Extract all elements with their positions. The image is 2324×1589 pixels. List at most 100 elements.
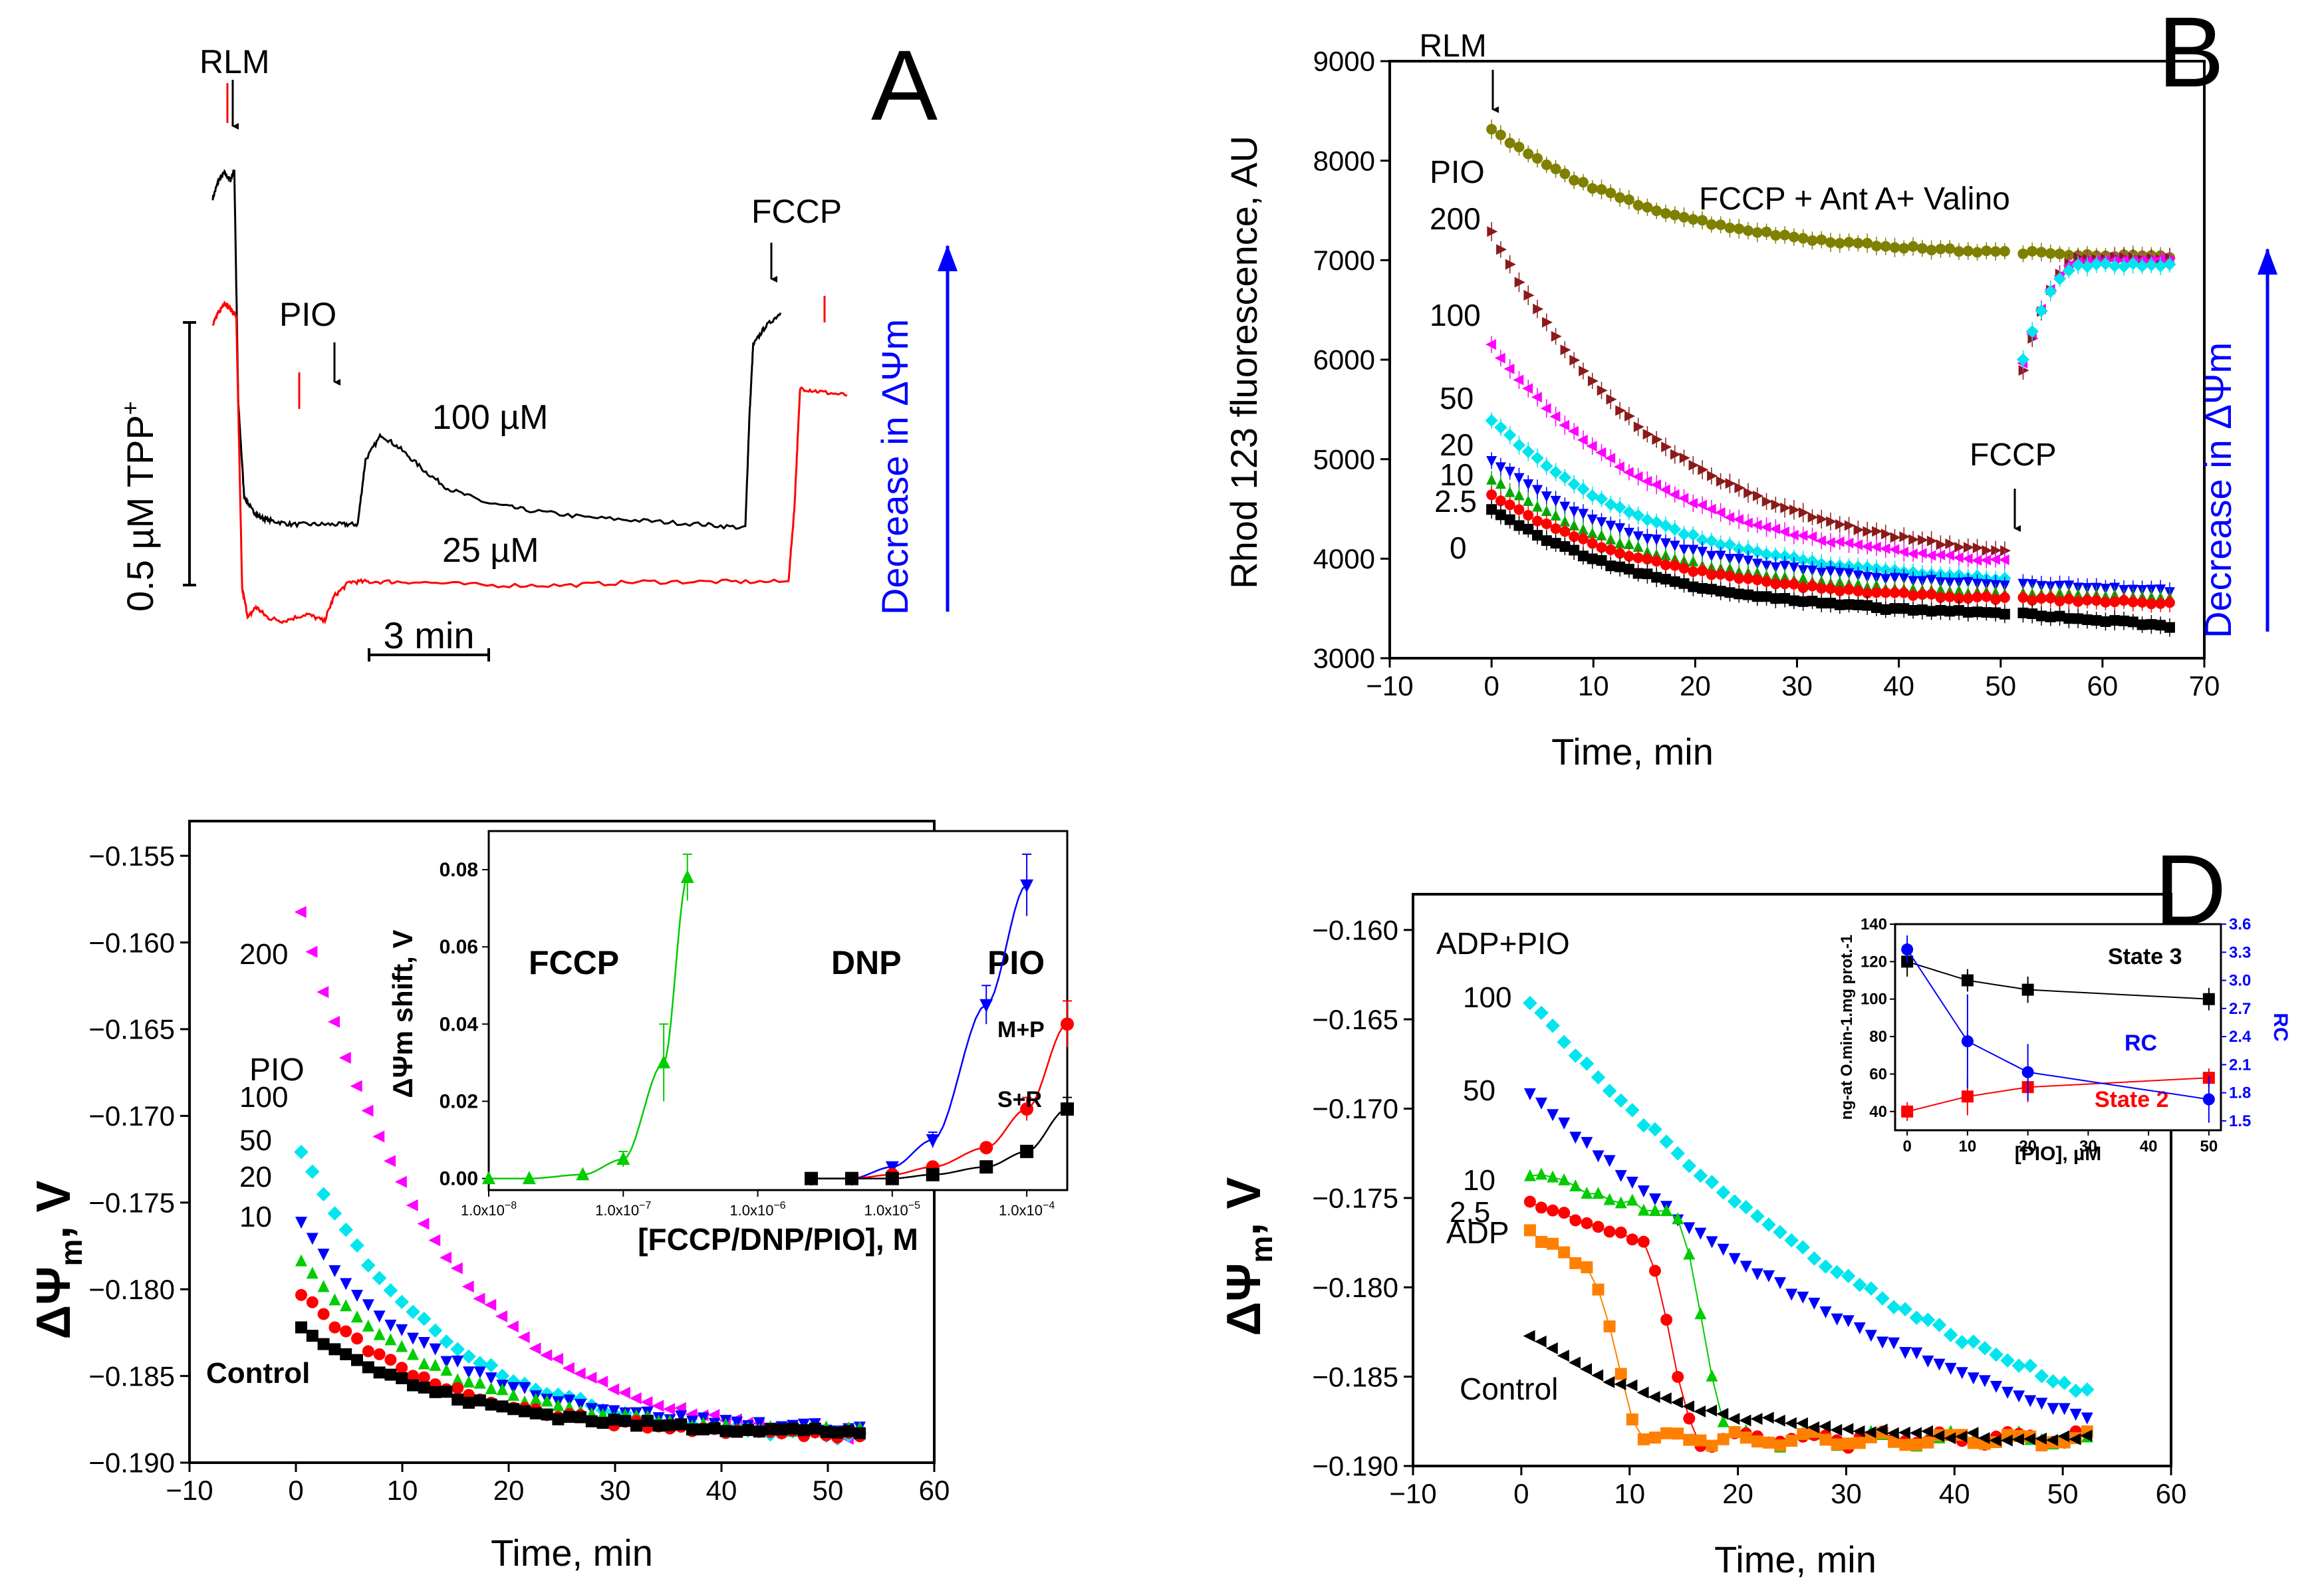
scale-bar-x-label: 3 min xyxy=(384,614,475,656)
b-point xyxy=(1541,535,1552,547)
b-point xyxy=(1541,491,1552,503)
b-point xyxy=(1623,564,1634,575)
b-point xyxy=(1962,593,1974,604)
d-point xyxy=(1557,1350,1569,1362)
label-pio: PIO xyxy=(279,296,336,333)
b-point xyxy=(1788,562,1799,573)
b-point xyxy=(2081,614,2093,626)
b-point xyxy=(1797,554,1810,567)
d-point xyxy=(1888,1337,1900,1350)
b-point xyxy=(1532,153,1543,164)
b-point xyxy=(2000,545,2011,556)
inset-y2-tick-label: 2.1 xyxy=(2229,1056,2251,1074)
y-tick-label: −0.170 xyxy=(88,1100,175,1132)
b-point xyxy=(1789,504,1801,515)
c-point xyxy=(584,1372,597,1384)
inset-frame xyxy=(1894,923,2222,1132)
b-point xyxy=(1504,486,1515,497)
b-point xyxy=(1632,541,1644,552)
b-point xyxy=(1962,576,1974,588)
d-series-Control xyxy=(1523,1330,2093,1447)
x-tick-label: 10 xyxy=(387,1475,418,1506)
panel-a: A 0.5 µM TPP+ 3 min RLM PIO FCCP 100 µM … xyxy=(116,29,958,662)
b-point xyxy=(1743,589,1753,600)
b-point xyxy=(1495,129,1506,140)
b-point xyxy=(1770,562,1781,573)
x-tick-label: 60 xyxy=(919,1475,950,1506)
b-point xyxy=(1614,192,1626,203)
b-point xyxy=(1486,455,1497,467)
b-point xyxy=(1742,517,1753,529)
c-point xyxy=(529,1392,542,1405)
c-point xyxy=(450,1342,465,1357)
b-point xyxy=(1715,568,1726,580)
x-tick-label: 20 xyxy=(1722,1478,1753,1509)
b-point xyxy=(2062,264,2075,277)
b-point xyxy=(1532,485,1543,496)
b-point xyxy=(1908,534,1920,545)
b-point xyxy=(1807,595,1818,606)
b-point xyxy=(1852,539,1863,550)
b-point xyxy=(1651,205,1662,217)
x-tick-label: 20 xyxy=(1680,670,1711,701)
c-series-label-20: 20 xyxy=(239,1161,272,1193)
b-point xyxy=(1788,578,1799,590)
b-point xyxy=(1605,187,1616,199)
b-point xyxy=(1779,592,1791,604)
d-point xyxy=(1920,1312,1936,1327)
c-point xyxy=(327,1206,342,1221)
c-point xyxy=(396,1362,408,1374)
b-point xyxy=(1513,473,1525,484)
c-point xyxy=(440,1356,453,1368)
b-point xyxy=(2017,578,2029,590)
b-point xyxy=(1816,234,1827,245)
b-point xyxy=(1989,554,2000,565)
x-tick-label: 60 xyxy=(2156,1478,2187,1509)
c-point xyxy=(608,1405,620,1417)
inset-series-label: M+P xyxy=(997,1017,1045,1042)
b-point xyxy=(2054,610,2065,622)
scale-bar-y-label: 0.5 µM TPP+ xyxy=(116,401,161,612)
b-point xyxy=(1651,556,1662,567)
b-point xyxy=(2071,258,2085,272)
b-ylabel: Rhod 123 fluorescence, AU xyxy=(1223,136,1265,589)
c-point xyxy=(485,1372,497,1385)
b-point xyxy=(1880,574,1891,585)
d-point xyxy=(1932,1318,1947,1332)
d-point xyxy=(1603,1155,1616,1167)
d-point xyxy=(1558,1207,1571,1219)
b-point xyxy=(1999,592,2010,603)
b-point xyxy=(1678,578,1690,589)
inset-group-label: FCCP xyxy=(529,944,619,981)
c-point xyxy=(317,1308,330,1320)
d-point xyxy=(1694,1307,1707,1320)
inset-ylabel: ΔΨm shift, V xyxy=(387,929,418,1098)
b-point xyxy=(2100,616,2111,627)
inset-point xyxy=(979,999,993,1013)
c-point xyxy=(519,1382,531,1394)
inset-point xyxy=(1961,974,1974,987)
d-point xyxy=(2069,1433,2081,1445)
b-point xyxy=(1926,606,1937,617)
c-point xyxy=(563,1394,576,1407)
b-point xyxy=(1871,241,1882,252)
c-point xyxy=(664,1419,676,1431)
b-point xyxy=(1541,505,1552,517)
c-point xyxy=(351,1289,363,1302)
b-point xyxy=(1623,550,1634,562)
b-point xyxy=(2127,616,2138,628)
curve-label-25: 25 µM xyxy=(442,531,539,570)
b-point xyxy=(1705,503,1716,515)
b-point xyxy=(1614,537,1626,549)
axes-frame xyxy=(1412,893,2172,1467)
b-point xyxy=(1587,375,1599,386)
b-point xyxy=(1760,521,1771,533)
b-point xyxy=(2045,611,2056,622)
b-point xyxy=(2155,620,2166,631)
b-point xyxy=(1605,545,1616,556)
b-point xyxy=(1761,226,1772,237)
c-point xyxy=(373,1310,386,1323)
inset-point xyxy=(1061,1017,1074,1031)
inset-fit-line xyxy=(1906,949,2210,1100)
